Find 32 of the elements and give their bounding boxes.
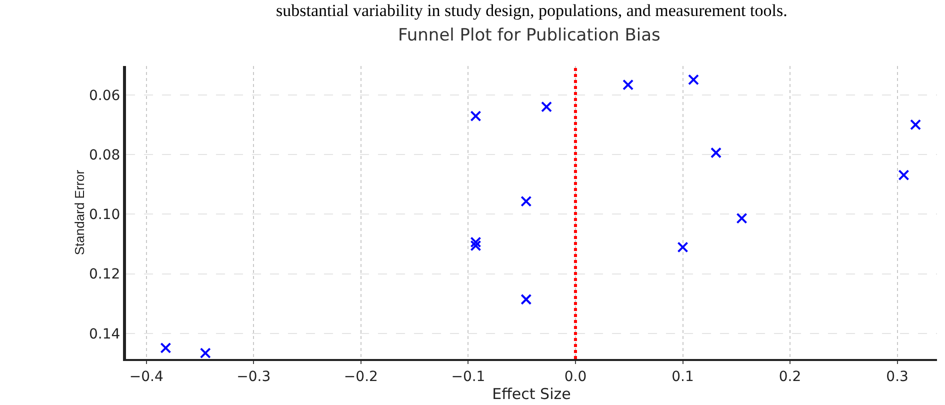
x-tick-label: −0.2 — [344, 368, 378, 385]
point — [710, 147, 722, 158]
point — [677, 242, 688, 253]
y-tick-label: 0.08 — [89, 147, 120, 164]
y-tick-label: 0.06 — [89, 88, 120, 104]
point — [688, 74, 699, 86]
point — [520, 196, 532, 207]
x-tick-label: −0.4 — [129, 368, 164, 385]
point — [470, 236, 482, 248]
point — [622, 79, 634, 90]
point — [470, 240, 482, 252]
x-axis-title: Effect Size — [492, 384, 571, 403]
y-tick-label: 0.10 — [89, 207, 120, 224]
x-tick-label: 0.0 — [564, 368, 587, 385]
x-tick-label: −0.3 — [236, 368, 271, 385]
point — [898, 170, 910, 181]
point — [736, 212, 748, 224]
point — [910, 119, 922, 130]
y-axis-title: Standard Error — [72, 169, 88, 256]
point — [520, 294, 532, 305]
x-tick-label: 0.1 — [672, 368, 694, 385]
point — [470, 110, 482, 122]
x-tick-label: 0.3 — [886, 368, 908, 385]
x-tick-label: 0.2 — [778, 368, 802, 385]
point — [541, 101, 552, 112]
y-tick-label: 0.14 — [89, 326, 120, 342]
y-tick-label: 0.12 — [89, 266, 120, 283]
point — [200, 348, 211, 359]
chart-title: Funnel Plot for Publication Bias — [398, 25, 661, 46]
text: substantial variability in study design, populations, and measurement tools. — [276, 1, 788, 20]
point — [160, 342, 172, 354]
x-tick-label: −0.1 — [451, 368, 486, 385]
